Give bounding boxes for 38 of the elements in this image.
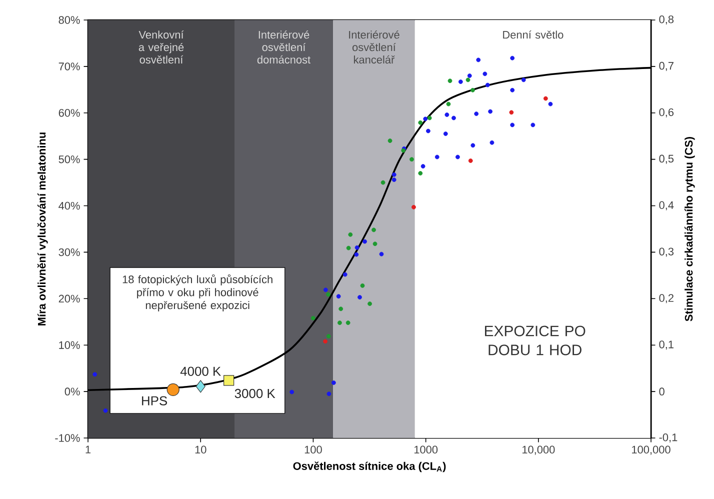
band-label: Venkovní a veřejné osvětlení <box>138 30 184 64</box>
band-label: Interiérové osvětlení domácnost <box>257 30 310 64</box>
x-tick-label: 1000 <box>414 446 438 454</box>
x-tick-label: 100,000 <box>632 446 670 455</box>
y-tick-label: 40% <box>58 202 80 210</box>
y-tick-label: 30% <box>58 248 80 256</box>
y2-tick-label: 0,2 <box>659 294 674 304</box>
y2-tick-label: -0,1 <box>659 433 678 443</box>
annotation: HPS <box>142 396 168 406</box>
y-tick-label: -10% <box>55 434 80 442</box>
x-tick-label: 10 <box>195 446 206 454</box>
annotation: 18 fotopických luxů působících přímo v oku při hodinové nepřerušené expozici <box>122 274 272 312</box>
y2-tick-label: 0,8 <box>659 15 674 25</box>
y2-tick-label: 0,4 <box>659 201 674 210</box>
y-tick-label: 60% <box>58 109 80 117</box>
annotation: 3000 K <box>234 388 276 398</box>
y-tick-label: 10% <box>59 341 80 349</box>
y-tick-label: 0% <box>64 388 80 396</box>
y2-tick-label: 0 <box>659 388 664 396</box>
x-tick-label: 100 <box>304 446 322 454</box>
y2-axis-title: Stimulace cirkadiánního rytmu (CS) <box>684 136 695 322</box>
y-tick-label: 50% <box>58 155 80 164</box>
y-tick-label: 80% <box>58 16 80 24</box>
y-tick-label: 20% <box>58 294 80 303</box>
y-axis-title: Míra ovlivnění vylučování melatoninu <box>37 132 48 326</box>
x-tick-label: 1 <box>86 446 91 454</box>
annotation: EXPOZICE PO DOBU 1 HOD <box>485 326 586 356</box>
y-tick-label: 70% <box>58 62 80 70</box>
y2-tick-label: 0,5 <box>659 154 674 164</box>
y2-tick-label: 0,3 <box>659 248 674 257</box>
x-axis-title: Osvětlenost sítnice oka (CL$_{A}$) <box>293 462 446 472</box>
band-label: Denní světlo <box>503 30 564 39</box>
annotation: 4000 K <box>180 366 221 376</box>
y2-tick-label: 0,1 <box>659 340 674 350</box>
band-label: Interiérové osvětlení kancelář <box>349 30 400 64</box>
y2-tick-label: 0,6 <box>659 108 674 118</box>
x-tick-label: 10,000 <box>522 446 555 455</box>
y2-tick-label: 0,7 <box>659 62 674 71</box>
